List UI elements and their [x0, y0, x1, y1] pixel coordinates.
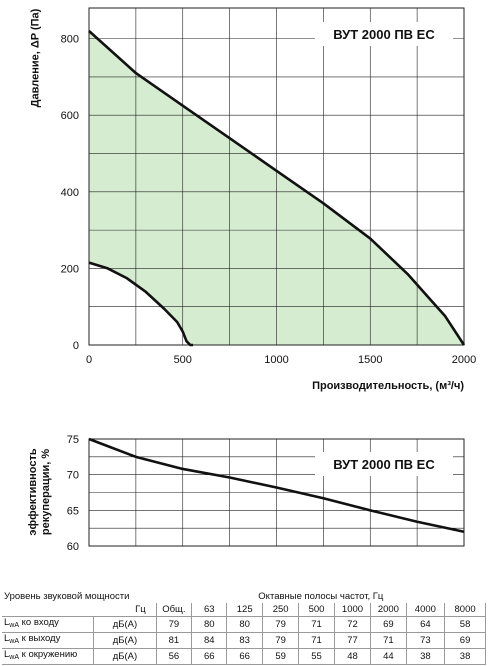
x-tick-label: 1000 — [264, 354, 288, 366]
table-row: LwA к окружению дБ(А) 56 66 66 59 55 48 … — [2, 648, 486, 665]
efficiency-ylabel: эффективность рекуперации, % — [27, 448, 53, 535]
row-unit: дБ(А) — [93, 648, 157, 665]
pressure-chart-title: ВУТ 2000 ПВ ЕС — [315, 22, 453, 46]
table-cell: 73 — [405, 632, 446, 649]
table-title-left: Уровень звуковой мощности — [4, 590, 130, 602]
table-cell: 66 — [226, 648, 263, 665]
series-line-min — [88, 261, 194, 347]
table-header-cell: Общ. — [155, 603, 193, 617]
table-cell: 80 — [226, 616, 263, 633]
table-cell: 83 — [226, 632, 263, 649]
x-axis-title: Производительность, (м³/ч) — [312, 380, 464, 392]
efficiency-ylabel-line2: рекуперации, % — [40, 448, 52, 536]
table-header-row: Гц Общ. 63 125 250 500 1000 2000 4000 80… — [2, 603, 486, 617]
y-tick-label: 0 — [73, 340, 79, 352]
row-label-sub: wA — [9, 654, 20, 661]
row-unit: дБ(А) — [93, 616, 157, 633]
row-unit: дБ(А) — [93, 632, 157, 649]
table-cell: 77 — [333, 632, 372, 649]
table-cell: 81 — [155, 632, 193, 649]
table-cell: 71 — [298, 616, 335, 633]
table-row: LwA ко входу дБ(А) 79 80 80 79 71 72 69 … — [2, 616, 486, 633]
series-line-max — [88, 30, 466, 346]
table-row: LwA к выходу дБ(А) 81 84 83 79 71 77 71 … — [2, 632, 486, 649]
row-label: LwA к окружению — [2, 648, 95, 665]
y-tick-label: 400 — [61, 187, 79, 199]
pressure-chart: 0 200 400 600 800 0 500 1000 1500 2000 Производите… — [61, 7, 476, 392]
table-header-cell: 500 — [298, 603, 335, 617]
y-tick-label: 60 — [67, 541, 79, 553]
table-header-cell: 2000 — [370, 603, 407, 617]
table-header-cell: 63 — [191, 603, 228, 617]
y-tick-label: 600 — [61, 110, 79, 122]
table-header-cell: 4000 — [405, 603, 446, 617]
table-cell: 69 — [370, 616, 407, 633]
pressure-ylabel: Давление, ΔP (Па) — [29, 8, 42, 108]
x-tick-label: 2000 — [452, 354, 476, 366]
table-cell: 55 — [298, 648, 335, 665]
plot-frame — [88, 438, 465, 547]
table-cell: 79 — [261, 616, 300, 633]
table-cell: 48 — [333, 648, 372, 665]
table-header-cell: 8000 — [444, 603, 486, 617]
row-label-text: к выходу — [19, 633, 61, 645]
table-cell: 59 — [261, 648, 300, 665]
efficiency-chart-title: ВУТ 2000 ПВ ЕС — [315, 452, 453, 476]
table-cell: 56 — [155, 648, 193, 665]
row-label-text: ко входу — [19, 617, 59, 629]
table-cell: 80 — [191, 616, 228, 633]
table-cell: 58 — [444, 616, 486, 633]
table-cell: 38 — [405, 648, 446, 665]
table-cell: 69 — [444, 632, 486, 649]
plot-frame — [88, 7, 465, 346]
x-tick-label: 1500 — [358, 354, 382, 366]
hz-label: Гц — [2, 603, 157, 617]
table-caption-row: Уровень звуковой мощности Октавные полос… — [2, 590, 486, 603]
y-tick-label: 75 — [67, 434, 79, 446]
y-tick-label: 65 — [67, 505, 79, 517]
table-cell: 64 — [405, 616, 446, 633]
y-tick-label: 200 — [61, 263, 79, 275]
row-label: LwA ко входу — [2, 616, 95, 633]
table-cell: 79 — [155, 616, 193, 633]
table-cell: 71 — [370, 632, 407, 649]
x-tick-label: 500 — [174, 354, 192, 366]
table-cell: 44 — [370, 648, 407, 665]
table-header-cell: 125 — [226, 603, 263, 617]
y-tick-label: 800 — [61, 34, 79, 46]
table-header-cell: 250 — [261, 603, 300, 617]
table-cell: 66 — [191, 648, 228, 665]
row-label: LwA к выходу — [2, 632, 95, 649]
row-label-text: к окружению — [19, 649, 78, 661]
efficiency-ylabel-line1: эффективность — [27, 448, 39, 536]
table-cell: 38 — [444, 648, 486, 665]
table-cell: 71 — [298, 632, 335, 649]
table-cell: 72 — [333, 616, 372, 633]
table-title-right: Октавные полосы частот, Гц — [258, 590, 384, 602]
row-label-sub: wA — [9, 622, 20, 629]
table-cell: 79 — [261, 632, 300, 649]
table-cell: 84 — [191, 632, 228, 649]
series-line-efficiency — [88, 437, 465, 534]
x-tick-label: 0 — [86, 354, 92, 366]
row-label-sub: wA — [9, 638, 20, 645]
y-tick-label: 70 — [67, 470, 79, 482]
charts-canvas: 0 200 400 600 800 0 500 1000 1500 2000 Производите… — [61, 7, 476, 553]
table-header-cell: 1000 — [333, 603, 372, 617]
sound-power-table: Уровень звуковой мощности Октавные полос… — [2, 590, 486, 665]
